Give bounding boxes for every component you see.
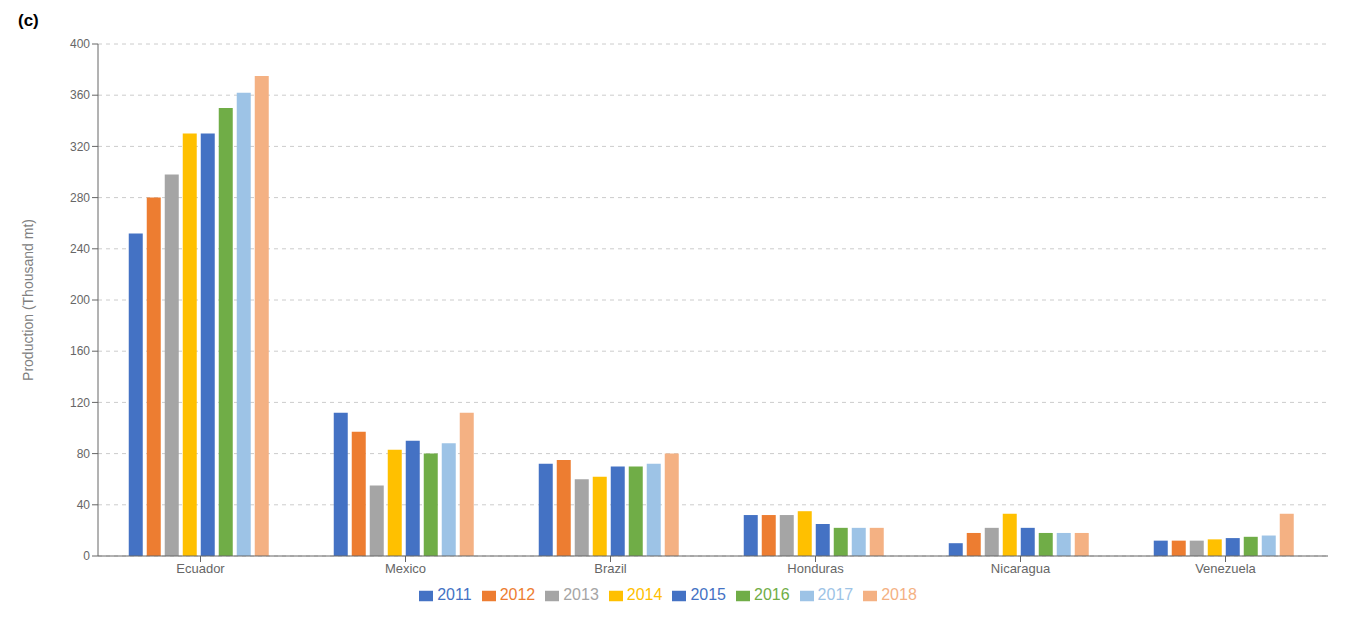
html-text:2011: 2011 — [437, 586, 472, 603]
svg-text:Production (Thousand mt): Production (Thousand mt) — [20, 219, 36, 381]
svg-text:280: 280 — [70, 191, 90, 205]
svg-text:200: 200 — [70, 293, 90, 307]
svg-text:Ecuador: Ecuador — [176, 561, 225, 576]
svg-text:120: 120 — [70, 396, 90, 410]
html-text:2014: 2014 — [626, 586, 663, 603]
svg-text:Brazil: Brazil — [594, 561, 627, 576]
svg-text:360: 360 — [70, 88, 90, 102]
html-text:2015: 2015 — [690, 586, 726, 603]
html-text:2013: 2013 — [563, 586, 599, 603]
svg-text:Nicaragua: Nicaragua — [991, 561, 1051, 576]
svg-text:40: 40 — [77, 498, 91, 512]
html-text:2018: 2018 — [881, 586, 917, 603]
svg-text:160: 160 — [70, 344, 90, 358]
html-text:2016: 2016 — [754, 586, 790, 603]
svg-text:320: 320 — [70, 140, 90, 154]
svg-text:Honduras: Honduras — [787, 561, 844, 576]
svg-text:240: 240 — [70, 242, 90, 256]
svg-text:Mexico: Mexico — [385, 561, 426, 576]
html-text:2017: 2017 — [817, 586, 854, 603]
svg-text:80: 80 — [77, 447, 91, 461]
html-text:(c): (c) — [18, 11, 39, 30]
svg-text:Venezuela: Venezuela — [1195, 561, 1256, 576]
svg-text:400: 400 — [70, 37, 90, 51]
svg-text:0: 0 — [83, 549, 90, 563]
html-text:2012: 2012 — [499, 586, 536, 603]
